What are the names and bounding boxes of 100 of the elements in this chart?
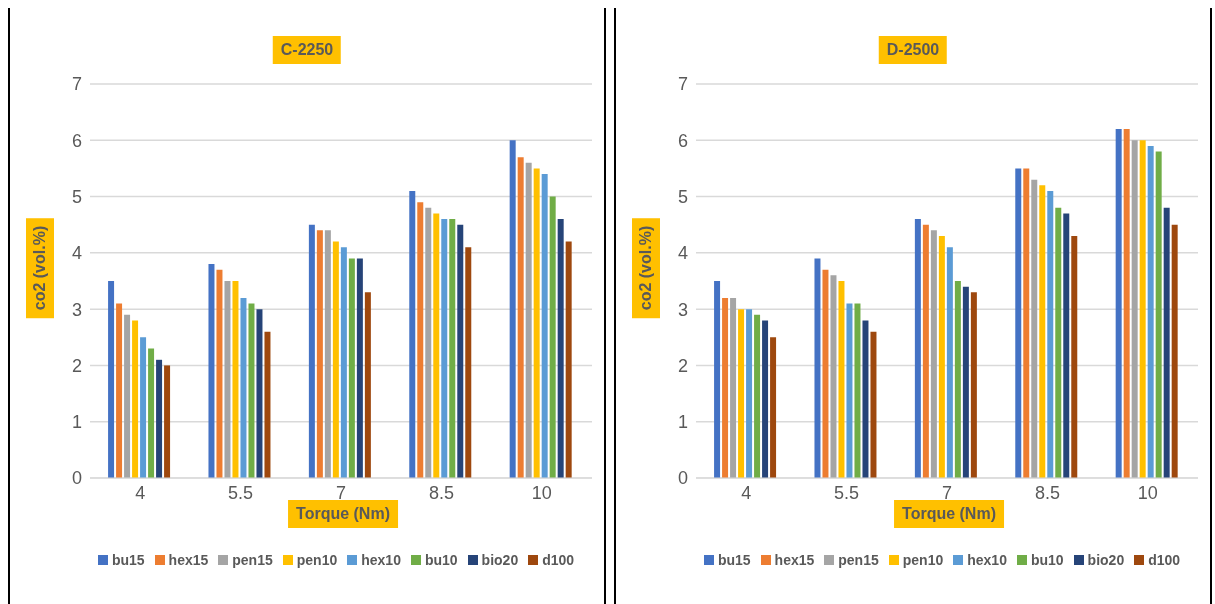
- bar: [140, 337, 147, 478]
- bar: [441, 219, 448, 478]
- legend-label: bio20: [481, 552, 519, 568]
- bar: [433, 213, 440, 478]
- legend-label: d100: [1148, 552, 1181, 568]
- bar: [1115, 129, 1122, 478]
- y-tick-label: 0: [677, 468, 688, 489]
- bar: [1039, 185, 1046, 478]
- bar: [822, 269, 829, 478]
- bar: [132, 320, 139, 478]
- bar: [340, 247, 347, 478]
- bar: [148, 348, 155, 478]
- bar: [1071, 235, 1078, 478]
- bar: [954, 281, 961, 478]
- bar: [356, 258, 363, 478]
- bar: [216, 269, 223, 478]
- bar: [324, 230, 331, 478]
- x-tick-label: 7: [335, 482, 347, 503]
- bar: [549, 196, 556, 478]
- legend-label: d100: [542, 552, 575, 568]
- y-tick-label: 5: [71, 186, 82, 207]
- bar: [164, 365, 171, 478]
- legend-label: bu10: [424, 552, 458, 568]
- bar: [364, 292, 371, 478]
- bar: [938, 235, 945, 478]
- y-axis-title: co2 (vol.%): [26, 217, 54, 319]
- legend-label: hex15: [168, 552, 209, 568]
- x-tick-label: 10: [531, 482, 552, 503]
- bar: [930, 230, 937, 478]
- x-axis-title: Torque (Nm): [296, 505, 390, 522]
- bar: [332, 241, 339, 478]
- bar: [208, 264, 215, 478]
- legend-label: pen10: [902, 552, 944, 568]
- y-tick-label: 4: [677, 243, 688, 264]
- bar: [838, 281, 845, 478]
- bar: [754, 314, 761, 478]
- bar: [232, 281, 239, 478]
- chart-title: C-2250: [272, 36, 342, 64]
- legend-label: pen15: [232, 552, 273, 568]
- bar: [116, 303, 123, 478]
- y-tick-label: 2: [677, 355, 688, 376]
- bar: [124, 314, 131, 478]
- x-axis-title: Torque (Nm): [902, 505, 996, 522]
- legend-label: hex10: [361, 552, 401, 568]
- bar: [814, 258, 821, 478]
- bar: [714, 281, 721, 478]
- bar: [1031, 179, 1038, 478]
- y-tick-label: 7: [677, 74, 688, 95]
- bar: [1047, 190, 1054, 478]
- bar: [1163, 207, 1170, 478]
- bar: [1155, 151, 1162, 478]
- bar: [264, 331, 271, 478]
- bar: [509, 140, 516, 478]
- chart-title: D-2500: [878, 36, 948, 64]
- x-tick-label: 4: [135, 482, 146, 503]
- bar: [417, 202, 424, 478]
- bar: [517, 157, 524, 478]
- legend-label: hex15: [774, 552, 815, 568]
- bar: [870, 331, 877, 478]
- bar: [846, 303, 853, 478]
- y-tick-label: 0: [71, 468, 82, 489]
- legend-label: bu15: [717, 552, 751, 568]
- bar: [1063, 213, 1070, 478]
- bar: [1139, 140, 1146, 478]
- bar: [457, 224, 464, 478]
- bar: [557, 219, 564, 478]
- bar: [565, 241, 572, 478]
- bar: [738, 309, 745, 478]
- bar: [224, 281, 231, 478]
- x-tick-label: 8.5: [1034, 482, 1060, 503]
- legend-label: hex10: [967, 552, 1007, 568]
- bar: [316, 230, 323, 478]
- x-tick-label: 10: [1137, 482, 1158, 503]
- bar: [425, 207, 432, 478]
- bar: [1123, 129, 1130, 478]
- bar: [1131, 140, 1138, 478]
- bar: [762, 320, 769, 478]
- bar: [862, 320, 869, 478]
- bar: [914, 219, 921, 478]
- bar: [541, 174, 548, 478]
- bar: [922, 224, 929, 478]
- y-tick-label: 7: [71, 74, 82, 95]
- bar: [108, 281, 115, 478]
- bar: [746, 309, 753, 478]
- legend-label: bu10: [1030, 552, 1064, 568]
- bar: [722, 297, 729, 478]
- bar: [946, 247, 953, 478]
- bar: [1015, 168, 1022, 478]
- bar: [730, 297, 737, 478]
- bar: [1147, 145, 1154, 478]
- bar: [830, 275, 837, 478]
- bar: [1171, 224, 1178, 478]
- y-tick-label: 1: [71, 412, 82, 433]
- x-tick-label: 5.5: [834, 482, 860, 503]
- bar: [348, 258, 355, 478]
- bar: [409, 190, 416, 478]
- bar: [256, 309, 263, 478]
- y-tick-label: 4: [71, 243, 82, 264]
- bar: [1055, 207, 1062, 478]
- bar: [248, 303, 255, 478]
